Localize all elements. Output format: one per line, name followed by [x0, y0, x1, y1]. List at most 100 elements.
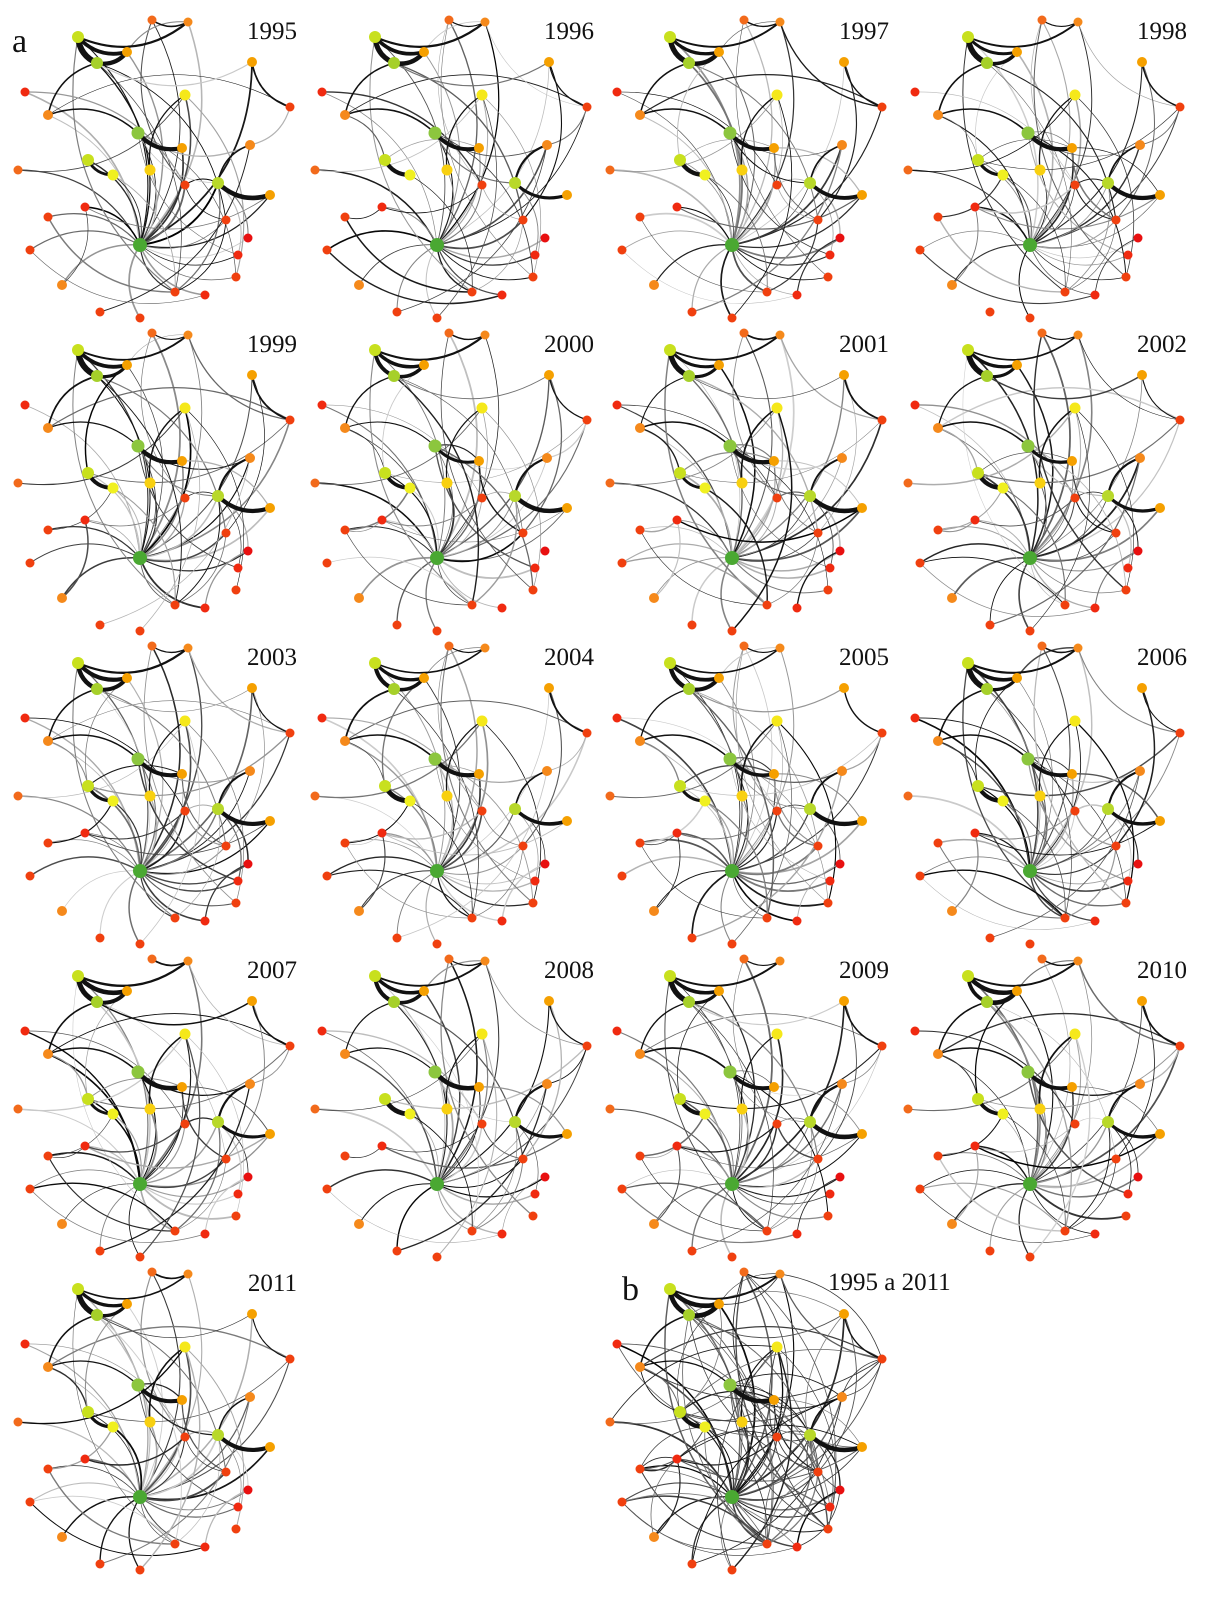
- node: [144, 1416, 156, 1428]
- node: [177, 456, 187, 466]
- edge: [481, 720, 542, 904]
- node: [727, 939, 737, 949]
- edge: [731, 1133, 863, 1187]
- edge: [1071, 773, 1161, 822]
- edge: [773, 460, 819, 534]
- edge: [314, 94, 483, 173]
- node: [540, 1172, 550, 1182]
- edge: [621, 1501, 798, 1556]
- edge: [843, 1000, 883, 1047]
- edge: [99, 1183, 141, 1252]
- node: [518, 1154, 528, 1164]
- node: [727, 626, 737, 636]
- node: [80, 515, 90, 525]
- node: [170, 287, 180, 297]
- node: [962, 344, 974, 356]
- edge: [977, 785, 1031, 872]
- node: [80, 202, 90, 212]
- edge: [436, 810, 483, 872]
- node: [43, 1151, 53, 1161]
- node: [57, 593, 67, 603]
- edge: [184, 720, 245, 904]
- edge: [1064, 219, 1117, 293]
- edge: [344, 839, 438, 872]
- panel-label: b: [622, 1271, 639, 1308]
- edge: [436, 184, 483, 246]
- edge: [951, 1183, 1031, 1225]
- node: [95, 1559, 105, 1569]
- edge: [669, 647, 781, 674]
- edge: [907, 94, 1076, 172]
- edge: [1027, 132, 1129, 256]
- node: [122, 986, 132, 996]
- edge: [907, 1033, 1076, 1112]
- edge: [974, 1123, 1076, 1153]
- edge: [139, 1123, 186, 1185]
- edge: [139, 184, 186, 246]
- edge: [731, 1436, 778, 1498]
- edge: [977, 732, 1181, 797]
- node: [243, 546, 253, 556]
- node: [200, 916, 210, 926]
- edge: [1029, 958, 1071, 1185]
- node: [476, 715, 488, 727]
- node: [13, 478, 23, 488]
- node: [725, 238, 739, 252]
- node: [649, 593, 659, 603]
- node: [428, 439, 442, 453]
- year-label: 2000: [544, 331, 594, 358]
- edge: [1002, 174, 1066, 293]
- node: [562, 816, 572, 826]
- edge: [1033, 19, 1127, 278]
- edge: [616, 91, 778, 186]
- node: [122, 673, 132, 683]
- edge: [704, 174, 734, 246]
- edge: [484, 21, 588, 108]
- year-label: 2002: [1137, 331, 1187, 358]
- node: [467, 913, 477, 923]
- edge: [139, 507, 271, 562]
- edge: [676, 1446, 863, 1482]
- edge: [729, 132, 831, 256]
- node: [107, 1421, 119, 1433]
- year-label: 2009: [839, 957, 889, 984]
- node: [430, 1177, 444, 1191]
- edge: [740, 407, 778, 484]
- node: [476, 1028, 488, 1040]
- edge: [184, 1033, 245, 1217]
- node: [243, 859, 253, 869]
- edge: [720, 244, 733, 319]
- node: [183, 17, 193, 27]
- edge: [989, 1183, 1031, 1252]
- edge: [639, 526, 733, 559]
- edge: [1071, 147, 1161, 196]
- node: [340, 736, 350, 746]
- edge: [204, 1489, 249, 1548]
- node: [605, 1417, 615, 1427]
- edge: [951, 556, 1031, 599]
- edge: [139, 870, 239, 892]
- edge: [87, 785, 141, 872]
- network: [903, 641, 1185, 949]
- node: [467, 287, 477, 297]
- edge: [691, 870, 733, 939]
- node: [769, 143, 779, 153]
- edge: [87, 732, 291, 797]
- node: [180, 806, 190, 816]
- edge: [61, 556, 141, 599]
- node: [497, 290, 507, 300]
- edge: [731, 1496, 798, 1548]
- edge: [986, 62, 1072, 293]
- node: [80, 1454, 90, 1464]
- edge: [47, 1468, 176, 1545]
- edge: [986, 1001, 1073, 1232]
- edge: [139, 645, 181, 872]
- edge: [358, 870, 438, 912]
- edge: [139, 332, 181, 559]
- year-label: 2006: [1137, 644, 1187, 671]
- edge: [1077, 21, 1181, 108]
- edge: [616, 717, 733, 872]
- edge: [937, 1152, 1031, 1185]
- node: [1023, 1177, 1037, 1191]
- node: [664, 657, 676, 669]
